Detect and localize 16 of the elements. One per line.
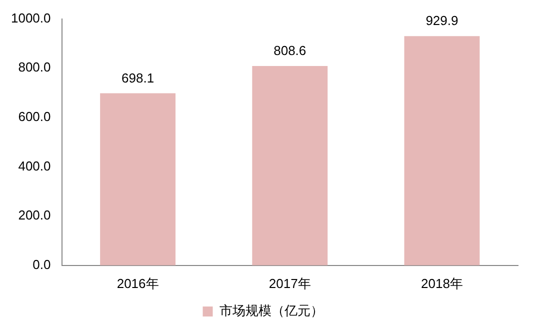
y-tick-label: 0.0 [32,256,51,272]
y-tick-label: 1000.0 [10,10,51,26]
y-tick-label: 200.0 [18,208,51,223]
bar [100,93,176,266]
x-tick-label: 2016年 [116,276,159,291]
y-tick-label: 400.0 [18,158,51,174]
y-tick-label: 800.0 [18,60,51,75]
y-tick-label: 600.0 [18,109,51,124]
x-tick-label: 2017年 [268,276,311,291]
bar [252,66,328,266]
data-label: 929.9 [426,13,458,28]
data-label: 698.1 [122,70,154,86]
x-tick-label: 2018年 [421,276,463,291]
bar [404,36,480,266]
legend-label: 市场规模（亿元） [219,303,324,318]
data-label: 808.6 [274,43,306,58]
